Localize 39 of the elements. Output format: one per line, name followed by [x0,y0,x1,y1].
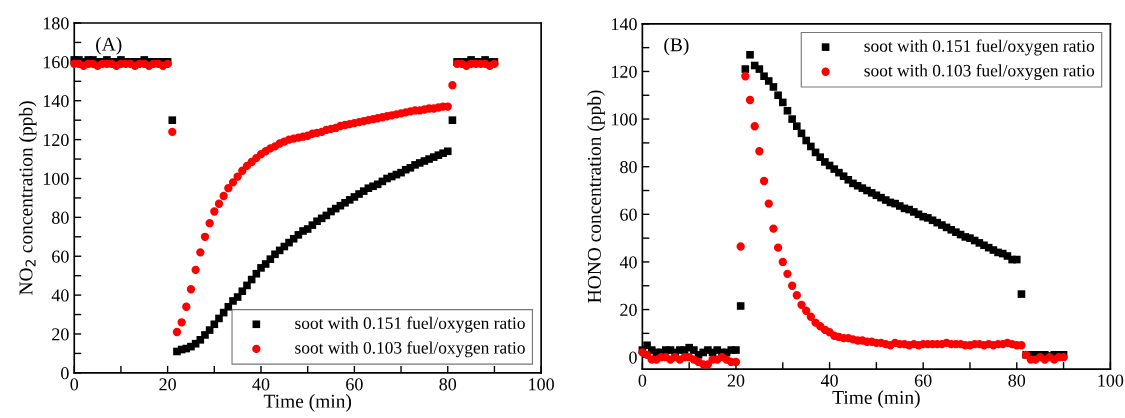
y-tick-label: 100 [612,113,637,126]
x-tick-label: 40 [820,374,838,387]
y-tick-label: 180 [43,17,69,30]
x-tick-label: 40 [252,378,270,391]
x-tick-label: 100 [1098,374,1124,387]
x-tick-label: 20 [727,374,745,387]
y-axis-title: NO$_{2}$ concentration (ppb) [18,101,37,295]
y-tick-label: 140 [43,95,69,108]
legend-label: soot with 0.103 fuel/oxygen ratio [295,341,525,358]
y-tick-label: 120 [43,133,69,147]
x-axis-title: Time (min) [832,390,920,408]
x-tick-label: 20 [159,378,176,391]
x-tick-label: 80 [1008,374,1026,387]
y-tick-label: 20 [52,328,69,341]
x-axis-title: Time (min) [263,394,352,412]
y-tick-label: 20 [620,303,637,317]
y-tick-label: 40 [619,256,637,269]
y-tick-label: 160 [43,56,69,69]
legend-label: soot with 0.103 fuel/oxygen ratio [864,64,1095,81]
x-tick-label: 60 [914,374,932,387]
y-tick-label: 140 [612,18,637,31]
x-tick-label: 100 [529,378,554,391]
x-tick-label: 60 [346,378,363,391]
y-tick-label: 0 [629,351,637,364]
x-tick-label: 0 [638,374,647,387]
legend-label: soot with 0.151 fuel/oxygen ratio [864,39,1095,56]
y-axis-title: HONO concentration (ppb) [587,90,605,303]
x-tick-label: 0 [70,378,79,391]
x-tick-label: 80 [439,378,457,391]
y-tick-label: 80 [620,160,637,174]
y-tick-label: 120 [612,65,637,78]
annotation: (A) [96,36,122,55]
y-tick-label: 60 [52,250,69,263]
legend-label: soot with 0.151 fuel/oxygen ratio [295,316,525,333]
y-tick-label: 80 [52,211,69,224]
annotation: (B) [664,37,689,56]
y-tick-label: 100 [43,172,69,185]
y-tick-label: 40 [51,289,69,302]
y-tick-label: 60 [620,208,637,221]
